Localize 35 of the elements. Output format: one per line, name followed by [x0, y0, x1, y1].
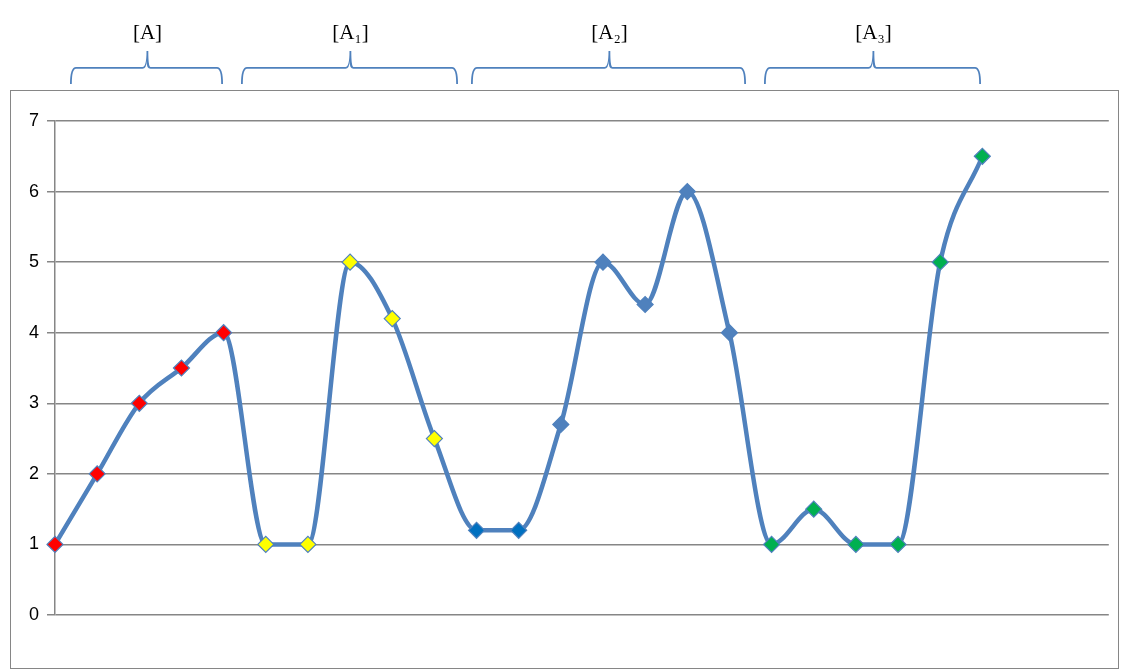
y-tick-label: 4	[29, 321, 40, 342]
point	[425, 429, 443, 448]
point	[299, 535, 317, 554]
point	[46, 535, 64, 554]
point	[973, 147, 991, 165]
point	[931, 253, 949, 271]
y-tick-label: 0	[29, 603, 40, 624]
point	[215, 324, 233, 342]
point	[636, 295, 654, 314]
point	[552, 415, 570, 434]
point	[594, 253, 612, 271]
point	[510, 521, 528, 539]
text: [A]	[131, 20, 164, 45]
point	[172, 359, 191, 377]
text: [A₃]	[854, 20, 893, 45]
point	[678, 182, 696, 201]
y-tick-label: 6	[29, 180, 40, 201]
point	[720, 324, 739, 342]
point	[805, 500, 823, 518]
text: [A₂]	[590, 20, 629, 45]
y-tick-label: 5	[29, 251, 40, 272]
y-tick-label: 7	[29, 109, 40, 130]
point	[257, 535, 275, 554]
point	[88, 465, 106, 483]
point	[889, 535, 907, 554]
y-tick-label: 2	[29, 462, 40, 483]
text: [A₁]	[331, 20, 370, 45]
y-tick-label: 1	[29, 533, 40, 554]
point	[130, 394, 148, 412]
point	[762, 535, 781, 554]
point	[847, 535, 865, 554]
point	[383, 310, 401, 328]
point	[341, 253, 359, 271]
y-tick-label: 3	[29, 392, 40, 413]
point	[467, 521, 486, 539]
